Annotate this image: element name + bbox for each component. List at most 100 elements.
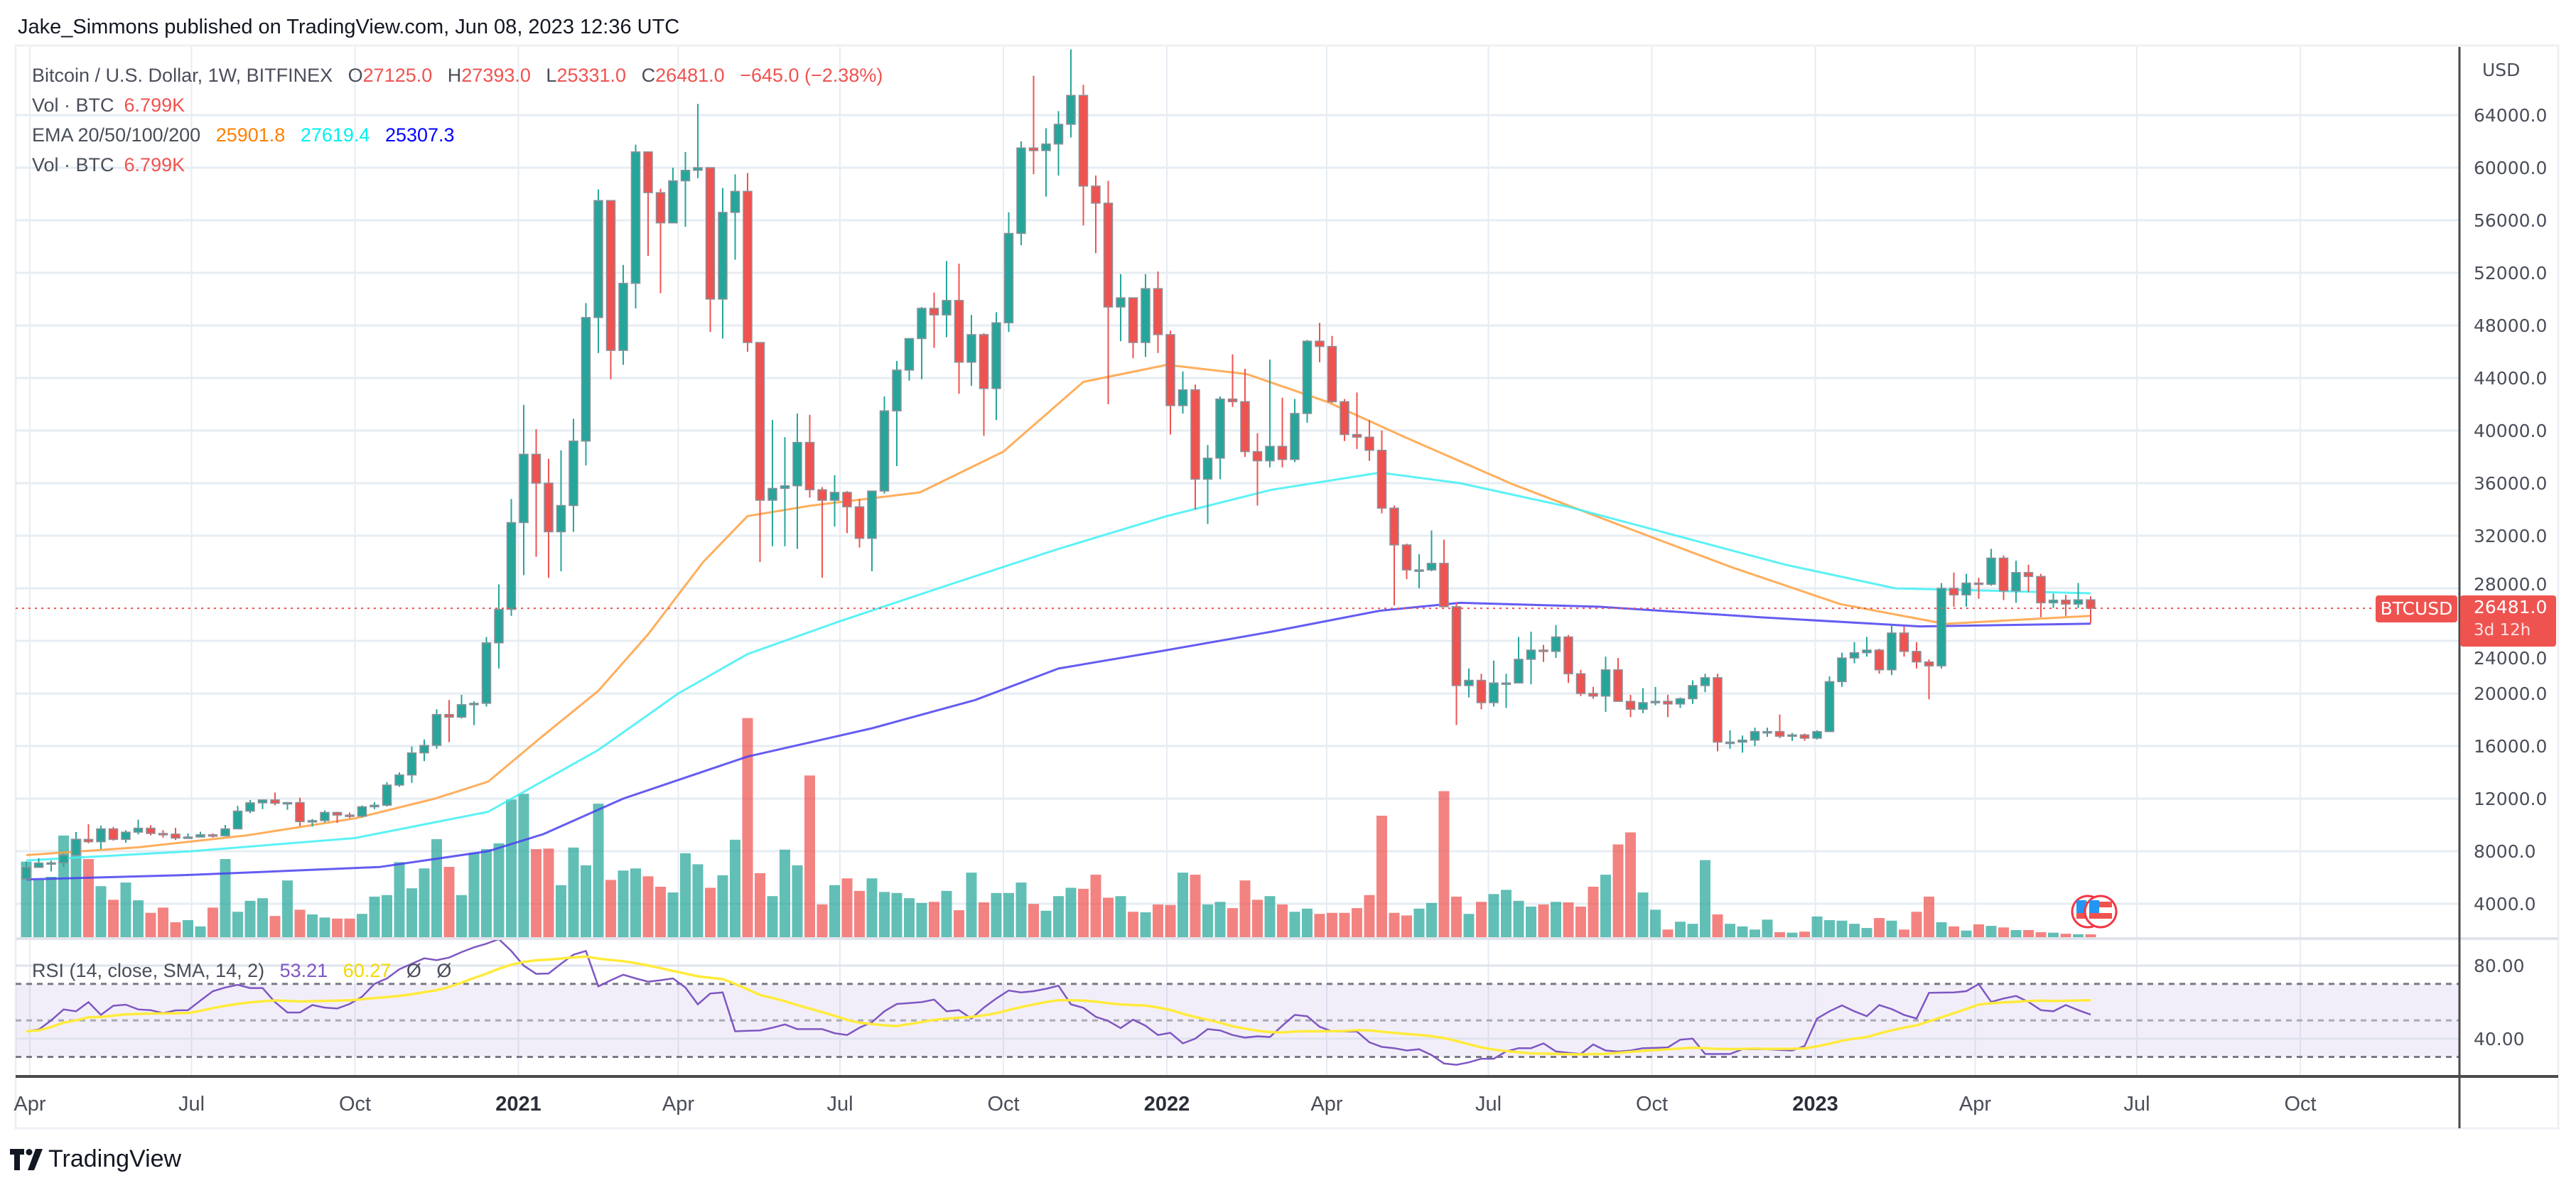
candle <box>842 491 852 534</box>
candle <box>1426 530 1437 571</box>
rsi-legend[interactable]: RSI (14, close, SMA, 14, 2) 53.21 60.27 … <box>32 958 451 983</box>
candle-body <box>1812 730 1822 739</box>
volume-bar <box>556 885 566 938</box>
volume-bar <box>1824 920 1835 938</box>
volume-bar <box>506 799 517 938</box>
volume-bar <box>1563 902 1574 938</box>
volume-bars <box>21 718 2096 938</box>
volume-bar <box>133 900 144 938</box>
candle-body <box>33 862 44 868</box>
volume-bar <box>866 878 878 938</box>
candle-body <box>1986 557 1996 585</box>
ema-legend[interactable]: EMA 20/50/100/200 25901.8 27619.4 25307.… <box>32 123 455 147</box>
volume-bar <box>2060 934 2071 938</box>
candle-body <box>854 506 865 539</box>
price-tick-label: 16000.0 <box>2474 736 2547 757</box>
price-tick-label: 64000.0 <box>2474 105 2547 126</box>
candle <box>444 700 454 742</box>
candle-body <box>382 784 392 806</box>
volume-bar <box>1115 896 1126 938</box>
candle <box>1265 360 1275 468</box>
candle <box>108 826 119 841</box>
chart-frame <box>14 44 2560 1130</box>
candle <box>1364 420 1374 461</box>
candle-body <box>1675 698 1686 705</box>
candle <box>1128 297 1138 359</box>
volume-bar <box>891 892 902 938</box>
candle <box>83 824 94 843</box>
candle-body <box>879 410 890 492</box>
time-axis[interactable]: Apr Jul Oct 2021 Apr Jul Oct 2022 Apr Jul Oct 2023 A… <box>14 1093 2316 1116</box>
candle-body <box>1141 288 1150 343</box>
candle <box>643 151 653 256</box>
candle-body <box>108 828 119 841</box>
candle <box>1812 730 1822 740</box>
volume-bar <box>2073 934 2084 938</box>
price-tick-label: 20000.0 <box>2474 684 2547 704</box>
candle <box>282 801 293 810</box>
price-tick-label: 28000.0 <box>2474 574 2547 595</box>
candle-body <box>1650 701 1661 703</box>
candle <box>1961 573 1971 607</box>
volume-bar <box>70 838 82 938</box>
candle-body <box>1575 673 1586 694</box>
volume-legend[interactable]: Vol · BTC 6.799K <box>32 93 185 117</box>
candle-body <box>892 369 902 412</box>
candle-body <box>270 799 280 804</box>
volume-bar <box>369 896 380 938</box>
volume-bar <box>1700 860 1710 938</box>
price-axis[interactable]: 64000.0 60000.0 56000.0 52000.0 48000.0 44000… <box>2474 105 2547 1049</box>
event-markers[interactable] <box>2071 895 2118 929</box>
candle <box>1066 49 1076 138</box>
candle-body <box>1824 681 1835 733</box>
candle <box>494 584 504 669</box>
volume-bar <box>829 885 840 938</box>
volume-bar <box>1911 912 1922 938</box>
candle <box>1153 271 1163 353</box>
time-tick-label: Jul <box>2123 1093 2150 1116</box>
candle-body <box>1700 677 1710 686</box>
price-tick-label: 8000.0 <box>2474 841 2535 862</box>
candle-body <box>593 200 603 318</box>
volume-bar <box>1463 914 1475 938</box>
tradingview-logo[interactable]: TradingView <box>10 1145 181 1173</box>
candle-body <box>1551 636 1561 652</box>
ema-line-cyan <box>26 471 2091 862</box>
candle <box>954 264 964 394</box>
volume-bar <box>966 873 977 938</box>
candle-body <box>1912 651 1922 663</box>
candle-body <box>2061 599 2071 605</box>
candle <box>1376 431 1387 514</box>
candle-body <box>755 342 765 501</box>
volume-legend-2[interactable]: Vol · BTC 6.799K <box>32 153 185 177</box>
volume-bar <box>1998 927 2009 938</box>
candle <box>1315 323 1325 362</box>
volume-bar <box>518 794 529 938</box>
us-flag-icon[interactable] <box>2084 895 2118 929</box>
candle <box>1600 657 1611 712</box>
candle <box>792 413 802 549</box>
volume-bar <box>1451 896 1462 938</box>
candle-body <box>680 169 691 182</box>
volume-label: Vol · BTC <box>32 154 114 176</box>
candle <box>829 475 840 527</box>
candle-body <box>904 338 915 371</box>
low-label: L <box>546 65 557 86</box>
candle <box>21 861 31 880</box>
time-tick-label: 2023 <box>1792 1093 1838 1116</box>
symbol-legend[interactable]: Bitcoin / U.S. Dollar, 1W, BITFINEX O271… <box>32 63 883 87</box>
candle <box>1774 714 1785 738</box>
candle-body <box>1389 507 1399 546</box>
volume-bar <box>1327 912 1337 938</box>
candle-body <box>767 487 777 501</box>
volume-bar <box>382 895 392 938</box>
rsi-sma-line <box>26 955 2091 1056</box>
bar-countdown: 3d 12h <box>2474 621 2531 639</box>
candle-body <box>1787 734 1797 738</box>
volume-bar <box>667 892 679 938</box>
rsi-tick-label: 80.00 <box>2474 956 2525 976</box>
volume-bar <box>195 926 206 938</box>
candle <box>2061 595 2071 616</box>
candle-body <box>282 801 293 805</box>
